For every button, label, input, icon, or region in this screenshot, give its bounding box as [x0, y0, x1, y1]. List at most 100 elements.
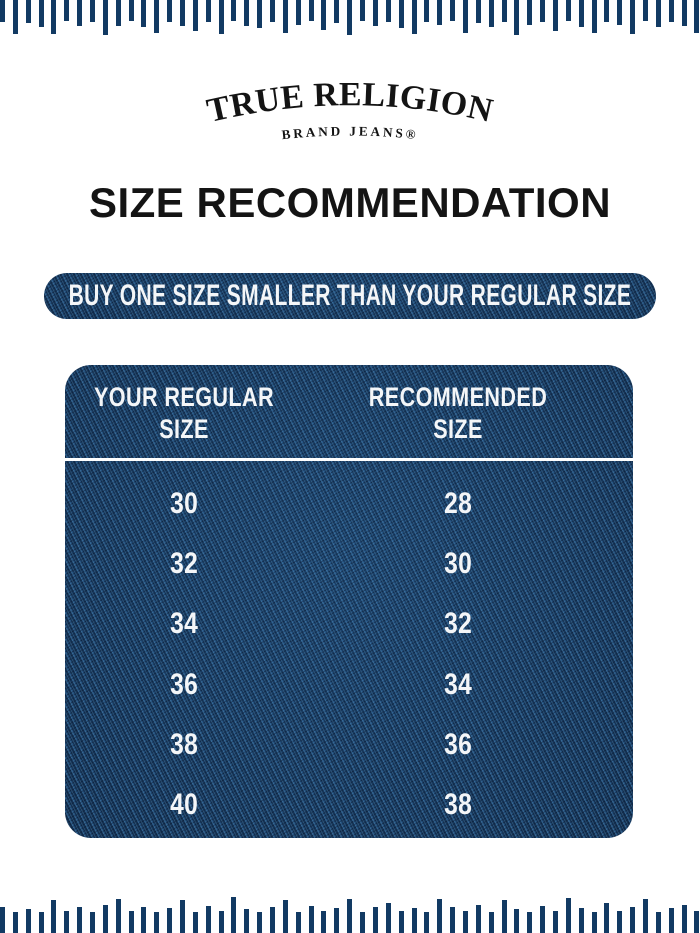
ruler-tick — [578, 908, 584, 933]
ruler-tick — [257, 912, 263, 933]
recommended-size-cell: 38 — [304, 788, 633, 822]
recommended-size-cell: 28 — [304, 487, 633, 521]
recommended-size-value: 34 — [444, 667, 473, 701]
ruler-tick — [270, 907, 276, 933]
ruler-tick — [90, 912, 96, 933]
brand-logo: TRUE RELIGION BRAND JEANS® — [204, 76, 497, 142]
regular-size-value: 34 — [170, 607, 199, 641]
ruler-tick — [450, 907, 456, 933]
ruler-tick — [295, 0, 301, 25]
recommended-size-value: 30 — [444, 547, 473, 581]
table-header: YOUR REGULAR SIZE RECOMMENDED SIZE — [65, 365, 633, 458]
ruler-tick — [424, 912, 430, 933]
bottom-ruler — [0, 891, 700, 933]
ruler-tick — [167, 908, 173, 933]
ruler-tick — [488, 912, 494, 933]
regular-size-cell: 30 — [65, 487, 304, 521]
ruler-tick — [282, 900, 288, 933]
ruler-tick — [552, 0, 558, 31]
ruler-tick — [372, 907, 378, 933]
svg-text:TRUE RELIGION: TRUE RELIGION — [204, 76, 497, 130]
table-divider — [65, 458, 633, 461]
table-row: 36 34 — [65, 655, 633, 715]
ruler-tick — [231, 0, 237, 21]
recommended-size-cell: 32 — [304, 607, 633, 641]
recommended-size-value: 28 — [444, 487, 473, 521]
ruler-tick — [244, 909, 250, 933]
size-table: YOUR REGULAR SIZE RECOMMENDED SIZE 30 28 3… — [65, 365, 633, 838]
ruler-tick — [0, 907, 5, 933]
table-body: 30 28 32 30 34 32 36 34 38 36 40 38 — [65, 461, 633, 838]
ruler-tick — [475, 0, 481, 23]
ruler-tick — [192, 912, 198, 933]
regular-size-cell: 38 — [65, 728, 304, 762]
regular-size-cell: 34 — [65, 607, 304, 641]
table-row: 34 32 — [65, 594, 633, 654]
ruler-tick — [102, 0, 108, 35]
regular-size-value: 32 — [170, 547, 199, 581]
ruler-tick — [360, 912, 366, 933]
ruler-tick — [308, 0, 314, 21]
ruler-tick — [604, 0, 610, 22]
ruler-tick — [51, 900, 57, 933]
ruler-tick — [552, 911, 558, 933]
regular-size-header-cell: YOUR REGULAR SIZE — [65, 382, 304, 445]
ruler-tick — [630, 907, 636, 933]
ruler-tick — [64, 0, 70, 21]
ruler-tick — [12, 0, 18, 34]
ruler-tick — [501, 900, 507, 933]
recommended-size-value: 38 — [444, 787, 473, 821]
ruler-tick — [681, 905, 687, 933]
table-row: 40 38 — [65, 775, 633, 835]
ruler-tick — [514, 909, 520, 933]
recommended-size-header-cell: RECOMMENDED SIZE — [304, 382, 633, 445]
ruler-tick — [398, 0, 404, 28]
ruler-tick — [90, 0, 96, 22]
top-ruler — [0, 0, 700, 40]
recommended-size-cell: 34 — [304, 668, 633, 702]
regular-size-cell: 32 — [65, 547, 304, 581]
ruler-tick — [180, 0, 186, 26]
ruler-tick — [295, 912, 301, 933]
ruler-tick — [617, 911, 623, 933]
ruler-tick — [655, 912, 661, 933]
ruler-tick — [0, 0, 5, 22]
ruler-tick — [334, 908, 340, 933]
regular-size-cell: 36 — [65, 668, 304, 702]
ruler-tick — [347, 0, 353, 35]
ruler-tick — [180, 900, 186, 933]
ruler-tick — [372, 0, 378, 26]
ruler-tick — [12, 912, 18, 933]
table-row: 32 30 — [65, 534, 633, 594]
ruler-tick — [694, 0, 700, 33]
ruler-tick — [540, 906, 546, 933]
ruler-tick — [527, 912, 533, 933]
ruler-tick — [321, 0, 327, 30]
ruler-tick — [540, 0, 546, 22]
ruler-tick — [257, 0, 263, 28]
ruler-tick — [437, 0, 443, 25]
ruler-tick — [334, 0, 340, 23]
ruler-tick — [462, 911, 468, 933]
ruler-tick — [642, 899, 648, 933]
ruler-tick — [514, 0, 520, 35]
ruler-tick — [360, 0, 366, 21]
ruler-tick — [167, 0, 173, 22]
ruler-tick — [630, 0, 636, 34]
ruler-tick — [154, 912, 160, 933]
ruler-tick — [115, 0, 121, 26]
ruler-tick — [77, 0, 83, 26]
recommended-size-cell: 36 — [304, 728, 633, 762]
table-row: 30 28 — [65, 474, 633, 534]
recommended-size-value: 36 — [444, 727, 473, 761]
banner-text: BUY ONE SIZE SMALLER THAN YOUR REGULAR S… — [68, 279, 632, 312]
ruler-tick — [270, 0, 276, 22]
brand-tagline-text: BRAND JEANS® — [281, 123, 416, 142]
column-header-recommended-size: RECOMMENDED SIZE — [369, 382, 548, 444]
recommended-size-value: 32 — [444, 607, 473, 641]
ruler-tick — [681, 0, 687, 26]
ruler-tick — [642, 0, 648, 21]
ruler-tick — [565, 0, 571, 21]
regular-size-cell: 40 — [65, 788, 304, 822]
ruler-tick — [437, 899, 443, 933]
